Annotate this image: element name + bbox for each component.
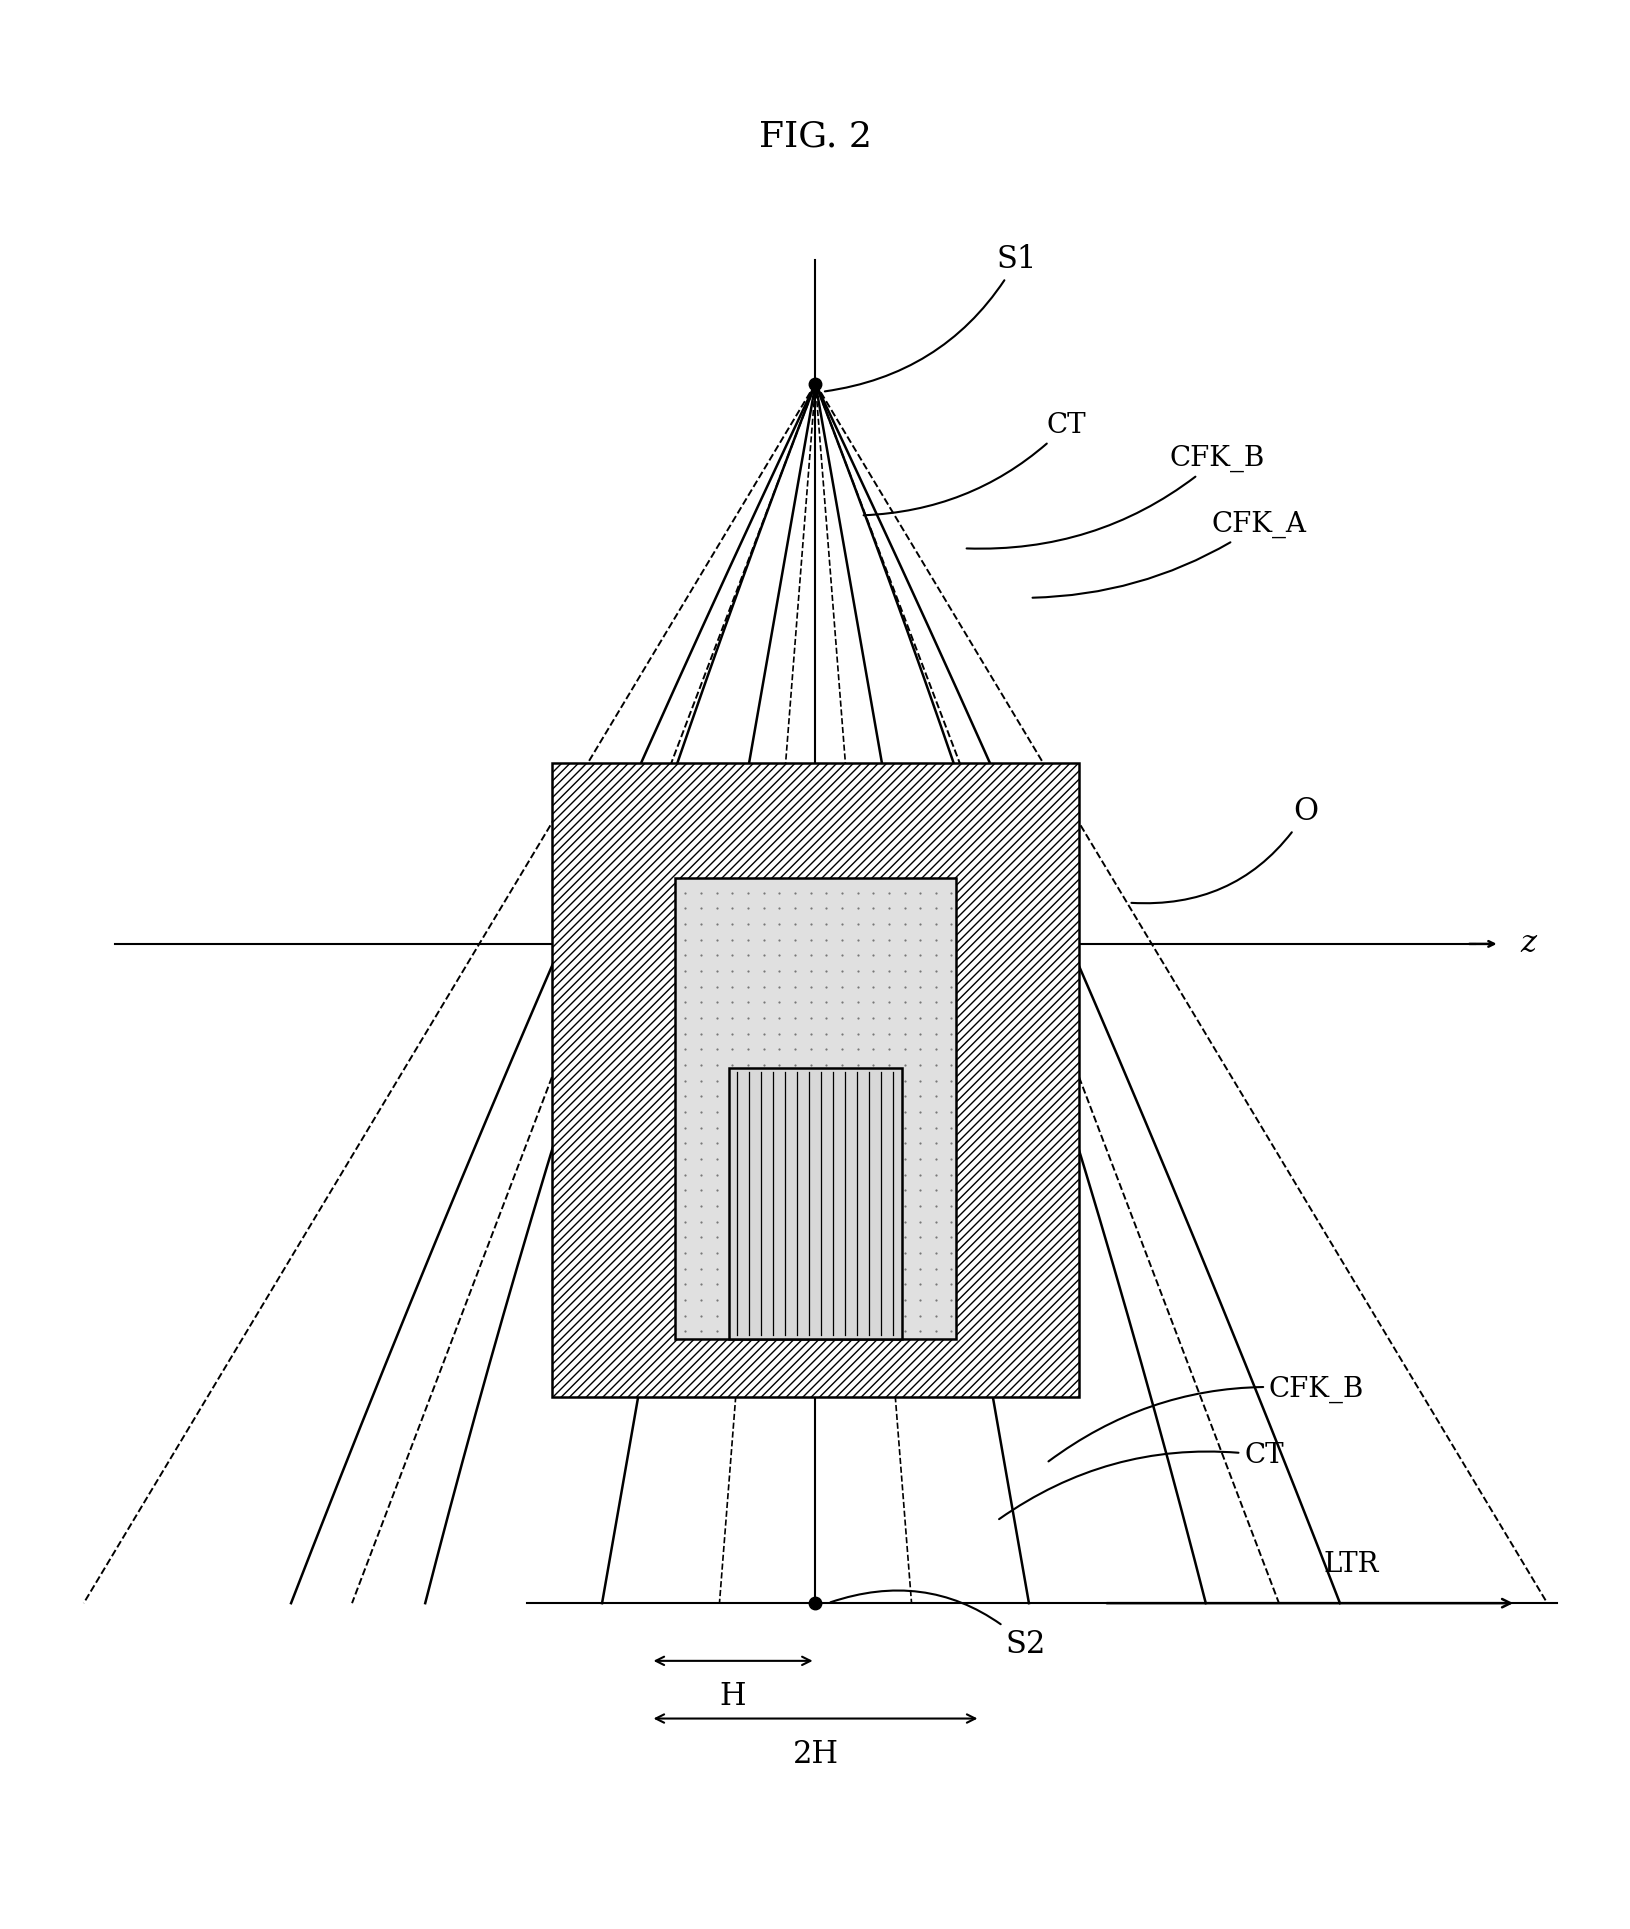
Text: FIG. 2: FIG. 2 bbox=[758, 120, 872, 154]
Bar bbox=[729, 1067, 901, 1339]
Bar bbox=[675, 878, 955, 1339]
Text: O: O bbox=[1131, 797, 1317, 903]
Text: CT: CT bbox=[862, 413, 1086, 515]
Text: LTR: LTR bbox=[1322, 1551, 1377, 1578]
Bar bbox=[551, 762, 1079, 1397]
Bar bbox=[551, 762, 1079, 1397]
Bar bbox=[729, 1067, 901, 1339]
Text: CFK_A: CFK_A bbox=[1032, 511, 1306, 598]
Bar bbox=[675, 878, 955, 1339]
Text: 2H: 2H bbox=[792, 1740, 838, 1771]
Text: S2: S2 bbox=[830, 1591, 1045, 1659]
Text: CFK_B: CFK_B bbox=[1048, 1375, 1363, 1462]
Text: z: z bbox=[1519, 928, 1535, 959]
Text: H: H bbox=[719, 1682, 747, 1713]
Text: S1: S1 bbox=[825, 245, 1037, 392]
Text: CT: CT bbox=[999, 1443, 1283, 1520]
Text: CFK_B: CFK_B bbox=[967, 446, 1265, 548]
